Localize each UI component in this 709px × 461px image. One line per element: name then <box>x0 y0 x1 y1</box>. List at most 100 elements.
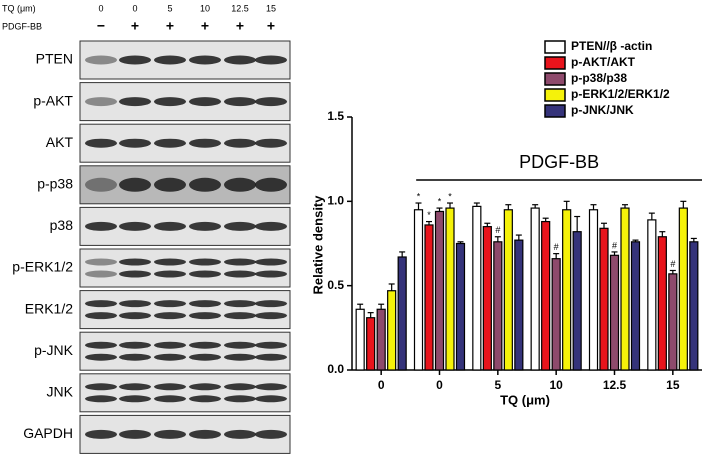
blot-band <box>224 429 256 439</box>
blot-row-label: p-ERK1/2 <box>12 259 73 275</box>
blot-band <box>119 55 151 65</box>
blot-band <box>85 55 117 65</box>
stimulus-sign: + <box>201 18 209 34</box>
blot-band <box>119 383 151 391</box>
blot-band <box>119 429 151 439</box>
blot-row-label: p38 <box>50 217 74 233</box>
blot-band <box>189 341 221 349</box>
blot-band <box>255 177 287 192</box>
dose-label: 0 <box>132 3 137 13</box>
dose-label: 5 <box>167 3 172 13</box>
legend-swatch <box>544 88 566 102</box>
blot-frame <box>79 248 291 288</box>
blot-band <box>85 258 117 266</box>
blot-band <box>119 341 151 349</box>
blot-band <box>85 138 117 148</box>
x-tick-label: 5 <box>494 378 501 392</box>
bar <box>376 308 386 371</box>
bar <box>630 241 641 371</box>
blot-band <box>255 300 287 308</box>
blot-frame <box>79 373 291 413</box>
blot-band <box>255 395 287 403</box>
blot-band <box>189 270 221 278</box>
legend-label: p-JNK/JNK <box>571 103 634 117</box>
blot-band <box>224 97 256 107</box>
blot-band <box>154 177 186 192</box>
blot-frame <box>79 290 291 330</box>
blot-band <box>224 353 256 361</box>
dose-label: 15 <box>266 3 276 13</box>
bar <box>387 290 397 371</box>
significance-mark: * <box>427 210 431 220</box>
blot-band <box>119 270 151 278</box>
blot-band <box>224 395 256 403</box>
bar <box>514 239 524 371</box>
blot-row-label: p-p38 <box>37 176 73 192</box>
bar <box>541 220 551 371</box>
blot-band <box>119 353 151 361</box>
legend-swatch <box>544 40 566 54</box>
blot-band <box>85 395 117 403</box>
dose-label: 12.5 <box>231 3 249 13</box>
blot-band <box>119 138 151 148</box>
significance-mark: # <box>495 225 500 235</box>
blot-band <box>85 270 117 278</box>
bar <box>434 210 445 371</box>
blot-band <box>154 97 186 107</box>
significance-mark: # <box>670 259 675 269</box>
blot-band <box>189 177 221 192</box>
blot-band <box>255 55 287 65</box>
bar <box>482 226 492 371</box>
blot-band <box>255 258 287 266</box>
bar <box>620 207 630 371</box>
y-tick-label: 0.5 <box>327 278 344 292</box>
blot-band <box>85 177 117 192</box>
blot-band <box>255 429 287 439</box>
blot-band <box>189 138 221 148</box>
blot-band <box>119 258 151 266</box>
significance-mark: # <box>612 240 617 250</box>
bar <box>455 242 466 371</box>
blot-band <box>255 353 287 361</box>
blot-band <box>224 270 256 278</box>
blot-band <box>224 341 256 349</box>
blot-band <box>189 300 221 308</box>
blot-band <box>189 312 221 320</box>
blot-band <box>119 395 151 403</box>
legend-swatch <box>544 56 566 70</box>
blot-band <box>255 97 287 107</box>
blot-row-label: p-JNK <box>34 342 74 358</box>
bar <box>445 207 455 371</box>
blot-band <box>119 312 151 320</box>
blot-band <box>224 300 256 308</box>
blot-band <box>154 55 186 65</box>
bar <box>413 209 424 371</box>
dose-label: 0 <box>98 3 103 13</box>
stimulus-sign: − <box>97 18 105 34</box>
bar <box>503 209 513 371</box>
stimulus-label: PDGF-BB <box>2 21 42 31</box>
x-tick-label: 0 <box>378 378 385 392</box>
blot-band <box>255 270 287 278</box>
blot-band <box>224 221 256 231</box>
bracket-label: PDGF-BB <box>519 152 599 172</box>
blot-band <box>189 383 221 391</box>
blot-band <box>224 312 256 320</box>
blot-row-label: AKT <box>46 134 74 150</box>
stimulus-sign: + <box>267 18 275 34</box>
blot-band <box>154 270 186 278</box>
significance-mark: * <box>438 196 442 206</box>
bar <box>609 254 620 371</box>
blot-band <box>85 97 117 107</box>
x-tick-label: 0 <box>436 378 443 392</box>
legend-swatch <box>544 72 566 86</box>
y-axis-label: Relative density <box>310 195 325 295</box>
stimulus-sign: + <box>236 18 244 34</box>
blot-frame <box>79 331 291 371</box>
blot-row-label: PTEN <box>36 51 73 67</box>
bar <box>355 308 365 371</box>
blot-band <box>154 383 186 391</box>
significance-mark: * <box>417 191 421 201</box>
blot-band <box>189 221 221 231</box>
bar <box>657 236 667 371</box>
